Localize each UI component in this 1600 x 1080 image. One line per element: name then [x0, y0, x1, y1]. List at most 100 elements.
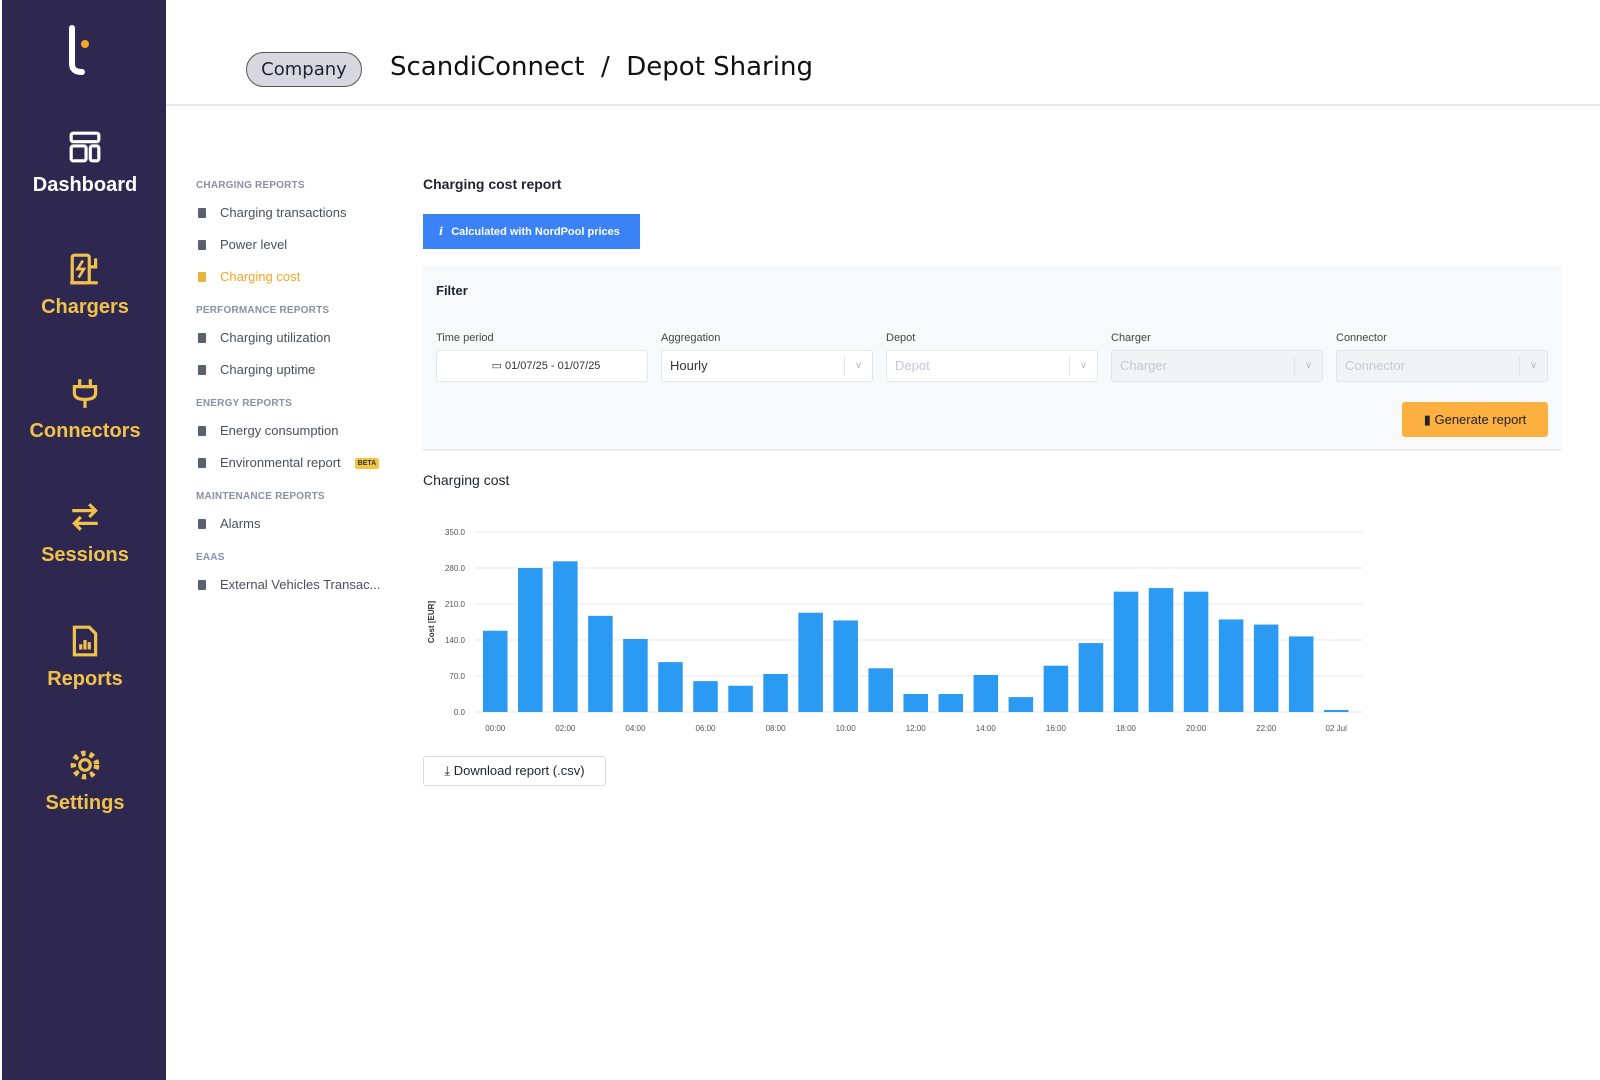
time-period-picker[interactable]: ▭ 01/07/25 - 01/07/25 [436, 350, 648, 382]
bar-08:00[interactable] [763, 673, 788, 712]
x-tick-label: 14:00 [976, 724, 997, 733]
depot-select[interactable]: Depot ∨ [886, 350, 1098, 382]
menu-item[interactable]: Charging utilization [196, 330, 396, 362]
menu-item[interactable]: Power level [196, 237, 396, 269]
nav-item-label: Sessions [41, 544, 129, 566]
y-tick-label: 0.0 [454, 708, 466, 717]
bar-09:00[interactable] [798, 612, 823, 712]
x-tick-label: 16:00 [1046, 724, 1067, 733]
bar-21:00[interactable] [1218, 619, 1244, 712]
arrows-swap-icon [72, 503, 98, 531]
bar-13:00[interactable] [938, 694, 964, 712]
filter-panel: Filter Time period ▭ 01/07/25 - 01/07/25… [423, 266, 1561, 451]
menu-item[interactable]: Charging cost [196, 269, 396, 301]
bar-19:00[interactable] [1148, 588, 1174, 712]
charger-select[interactable]: Charger ∨ [1111, 350, 1323, 382]
logo [69, 25, 89, 75]
generate-report-button[interactable]: ▮ Generate report [1402, 402, 1548, 437]
report-menu: CHARGING REPORTS Charging transactions Pow… [196, 180, 396, 609]
dashboard-icon [69, 131, 101, 163]
time-period-value: 01/07/25 - 01/07/25 [505, 360, 601, 372]
menu-item-label: Power level [220, 237, 288, 252]
chevron-down-icon: ∨ [844, 356, 872, 376]
x-tick-label: 12:00 [906, 724, 927, 733]
x-tick-label: 18:00 [1116, 724, 1137, 733]
menu-item[interactable]: External Vehicles Transac... [196, 577, 396, 609]
menu-item-label: Charging uptime [220, 362, 316, 377]
menu-item[interactable]: Alarms [196, 516, 396, 548]
nav-item-sessions[interactable]: Sessions [2, 500, 168, 567]
menu-item-label: External Vehicles Transac... [220, 577, 381, 592]
bar-05:00[interactable] [658, 662, 683, 712]
menu-section-title: EAAS [196, 552, 225, 563]
bar-03:00[interactable] [588, 615, 613, 712]
download-label: Download report (.csv) [453, 763, 585, 778]
menu-item[interactable]: Environmental report BETA [196, 455, 396, 487]
plug-icon [72, 379, 98, 408]
download-csv-button[interactable]: ⤓ Download report (.csv) [423, 756, 606, 786]
chevron-down-icon: ∨ [1519, 356, 1547, 376]
charging-cost-chart: 0.0 70.0 140.0 210.0 280.0 350.0 Cost [EUR] 00:… [427, 528, 1363, 733]
report-icon [72, 625, 98, 657]
breadcrumb: ScandiConnect / Depot Sharing [390, 52, 813, 82]
report-file-icon [198, 519, 206, 529]
connector-placeholder: Connector [1345, 358, 1405, 373]
y-tick-label: 140.0 [445, 636, 466, 645]
calendar-icon: ▭ [491, 360, 506, 372]
company-switch-button[interactable]: Company [246, 52, 362, 87]
charger-label: Charger [1111, 332, 1151, 344]
bar-06:00[interactable] [693, 681, 718, 712]
beta-badge: BETA [354, 458, 380, 469]
y-tick-label: 70.0 [449, 672, 465, 681]
bar-01:00[interactable] [518, 568, 543, 712]
menu-item[interactable]: Charging transactions [196, 205, 396, 237]
menu-item[interactable]: Charging uptime [196, 362, 396, 394]
y-axis-label: Cost [EUR] [427, 601, 436, 644]
y-tick-label: 280.0 [445, 564, 466, 573]
bar-02:00[interactable] [553, 561, 578, 712]
page-title: Charging cost report [423, 176, 562, 192]
menu-item-label: Environmental report [220, 455, 341, 470]
info-label: Calculated with NordPool prices [451, 226, 620, 238]
nav-item-connectors[interactable]: Connectors [2, 376, 168, 443]
gear-icon [70, 750, 100, 780]
depot-label: Depot [886, 332, 916, 344]
bar-04:00[interactable] [623, 638, 648, 712]
nav-item-dashboard[interactable]: Dashboard [2, 130, 168, 197]
aggregation-label: Aggregation [661, 332, 721, 344]
menu-item-label: Charging transactions [220, 205, 347, 220]
bar-00:00[interactable] [483, 630, 508, 712]
bar-12:00[interactable] [903, 694, 929, 712]
bar-11:00[interactable] [868, 668, 893, 712]
x-tick-label: 10:00 [836, 724, 857, 733]
menu-item[interactable]: Energy consumption [196, 423, 396, 455]
x-tick-label: 20:00 [1186, 724, 1207, 733]
nav-item-reports[interactable]: Reports [2, 624, 168, 691]
header: Company ScandiConnect / Depot Sharing [166, 0, 1600, 106]
nav-item-label: Dashboard [32, 174, 138, 196]
bar-20:00[interactable] [1183, 591, 1209, 712]
bar-15:00[interactable] [1008, 697, 1034, 712]
report-file-icon [198, 365, 206, 375]
chevron-down-icon: ∨ [1069, 356, 1097, 376]
connector-select[interactable]: Connector ∨ [1336, 350, 1548, 382]
bar-02 Jul[interactable] [1323, 709, 1349, 712]
menu-section-title: CHARGING REPORTS [196, 180, 305, 191]
x-tick-label: 08:00 [766, 724, 787, 733]
bar-07:00[interactable] [728, 685, 753, 712]
nav-item-settings[interactable]: Settings [2, 748, 168, 815]
nordpool-info-button[interactable]: i Calculated with NordPool prices [423, 214, 640, 249]
bar-22:00[interactable] [1253, 624, 1279, 712]
bar-18:00[interactable] [1113, 591, 1139, 712]
nav-item-chargers[interactable]: Chargers [2, 252, 168, 319]
bar-17:00[interactable] [1078, 643, 1104, 712]
bar-14:00[interactable] [973, 674, 999, 712]
nav-item-label: Settings [45, 792, 125, 814]
report-file-icon [198, 272, 206, 282]
report-file-icon [198, 333, 206, 343]
bar-16:00[interactable] [1043, 665, 1069, 712]
menu-section-title: PERFORMANCE REPORTS [196, 305, 330, 316]
aggregation-select[interactable]: Hourly ∨ [661, 350, 873, 382]
bar-23:00[interactable] [1288, 636, 1314, 712]
bar-10:00[interactable] [833, 620, 858, 712]
